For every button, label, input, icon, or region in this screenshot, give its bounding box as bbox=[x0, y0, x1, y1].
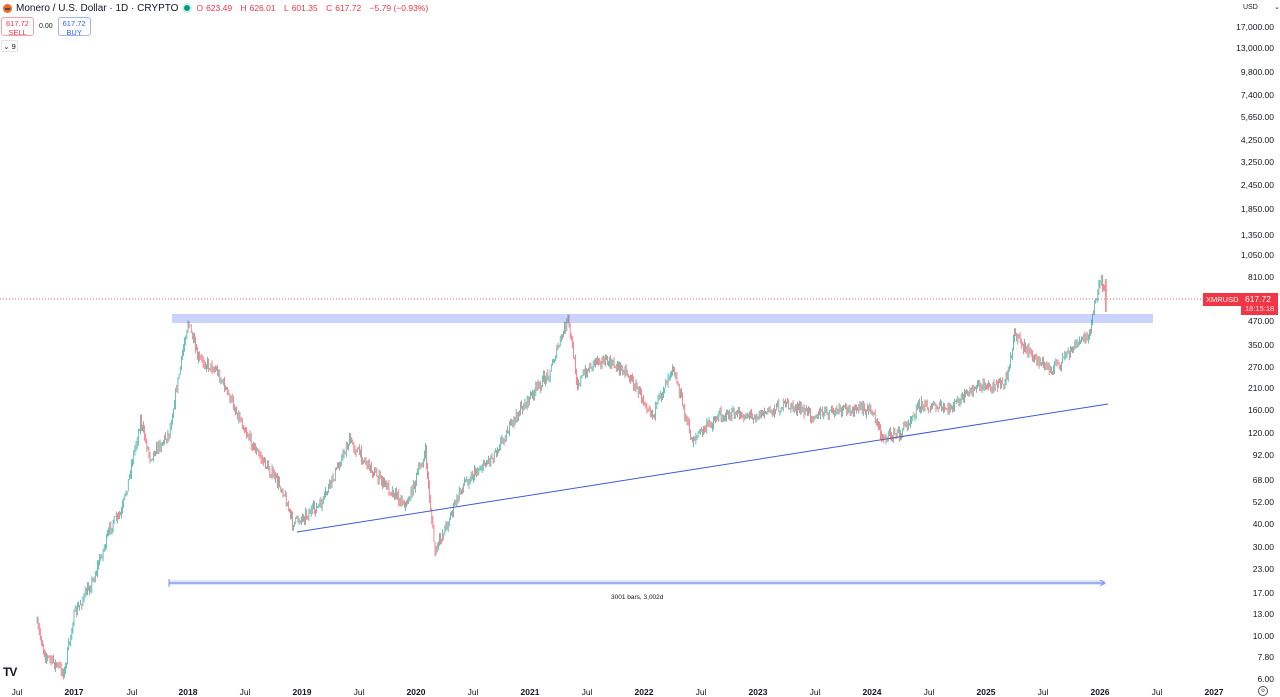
time-tick: Jul bbox=[467, 687, 479, 697]
time-tick: 2024 bbox=[862, 687, 882, 697]
high-value: 626.01 bbox=[249, 3, 276, 13]
time-tick: Jul bbox=[1151, 687, 1163, 697]
buy-button[interactable]: 617.72 BUY bbox=[57, 17, 91, 37]
spread-value: 0.00 bbox=[39, 23, 53, 30]
price-tick: 160.00 bbox=[1248, 405, 1274, 415]
tradingview-logo-icon[interactable]: TV bbox=[3, 665, 17, 679]
time-tick: Jul bbox=[126, 687, 138, 697]
price-tick: 470.00 bbox=[1248, 316, 1274, 326]
price-tick: 5,650.00 bbox=[1240, 112, 1274, 122]
price-tick: 6.00 bbox=[1257, 674, 1274, 684]
market-status-icon bbox=[184, 5, 191, 11]
time-tick: Jul bbox=[581, 687, 593, 697]
price-tick: 9,800.00 bbox=[1240, 67, 1274, 77]
time-tick: 2027 bbox=[1204, 687, 1224, 697]
price-tick: 270.00 bbox=[1248, 362, 1274, 372]
price-tick: 7,400.00 bbox=[1240, 90, 1274, 100]
time-tick: Jul bbox=[353, 687, 365, 697]
time-tick: 2019 bbox=[292, 687, 312, 697]
price-tick: 3,250.00 bbox=[1240, 157, 1274, 167]
currency-dropdown-icon[interactable]: ⌄ bbox=[1274, 4, 1280, 11]
price-tick: 2,450.00 bbox=[1240, 180, 1274, 190]
price-tick: 92.00 bbox=[1252, 450, 1274, 460]
current-price-label: 617.72 18:15:18 bbox=[1241, 293, 1278, 315]
price-tick: 23.00 bbox=[1252, 564, 1274, 574]
price-tick: 17.00 bbox=[1252, 588, 1274, 598]
time-tick: 2021 bbox=[520, 687, 540, 697]
candlestick-series bbox=[36, 274, 1107, 680]
price-tick: 52.00 bbox=[1252, 497, 1274, 507]
price-tick: 210.00 bbox=[1248, 383, 1274, 393]
time-tick: Jul bbox=[695, 687, 707, 697]
price-tick: 13.00 bbox=[1252, 609, 1274, 619]
time-tick: 2023 bbox=[748, 687, 768, 697]
price-tick: 10.00 bbox=[1252, 631, 1274, 641]
time-tick: Jul bbox=[1037, 687, 1049, 697]
ohlc-values: O 623.49 H 626.01 L 601.35 C 617.72 −5.79 (−… bbox=[196, 3, 429, 13]
date-range-arrow-icon bbox=[1099, 579, 1106, 587]
time-tick: 2018 bbox=[178, 687, 198, 697]
monero-coin-icon bbox=[3, 3, 12, 13]
low-value: 601.35 bbox=[291, 3, 318, 13]
sell-button[interactable]: 617.72 SELL bbox=[1, 17, 34, 37]
indicators-toggle-button[interactable]: ⌄ 9 bbox=[1, 40, 18, 52]
time-tick: 2026 bbox=[1090, 687, 1110, 697]
price-tick: 350.00 bbox=[1248, 340, 1274, 350]
time-tick: Jul bbox=[11, 687, 23, 697]
price-scale[interactable]: 17,000.00 13,000.00 9,800.00 7,400.00 5,650.… bbox=[1230, 0, 1280, 696]
time-tick: 2022 bbox=[634, 687, 654, 697]
price-tick: 30.00 bbox=[1252, 542, 1274, 552]
symbol-title[interactable]: Monero / U.S. Dollar · 1D · CRYPTO bbox=[16, 2, 179, 14]
settings-icon[interactable]: ⚙ bbox=[1258, 686, 1268, 696]
bar-countdown: 18:15:18 bbox=[1245, 304, 1275, 313]
time-tick: Jul bbox=[239, 687, 251, 697]
price-tick: 810.00 bbox=[1248, 272, 1274, 282]
open-value: 623.49 bbox=[206, 3, 233, 13]
currency-label[interactable]: USD bbox=[1243, 4, 1258, 11]
chart-header: Monero / U.S. Dollar · 1D · CRYPTO O 623.… bbox=[0, 0, 431, 16]
time-tick: 2020 bbox=[406, 687, 426, 697]
trendline[interactable] bbox=[296, 403, 1109, 533]
close-value: 617.72 bbox=[335, 3, 362, 13]
time-tick: 2025 bbox=[976, 687, 996, 697]
price-tick: 4,250.00 bbox=[1240, 135, 1274, 145]
price-tick: 1,850.00 bbox=[1240, 204, 1274, 214]
time-tick: Jul bbox=[809, 687, 821, 697]
price-tick: 40.00 bbox=[1252, 519, 1274, 529]
symbol-price-label: XMRUSD bbox=[1203, 293, 1242, 306]
trade-buttons: 617.72 SELL 0.00 617.72 BUY bbox=[1, 17, 91, 37]
time-tick: Jul bbox=[923, 687, 935, 697]
price-tick: 1,350.00 bbox=[1240, 230, 1274, 240]
change-value: −5.79 (−0.93%) bbox=[369, 3, 429, 13]
resistance-zone[interactable] bbox=[172, 314, 1153, 323]
date-range-label: 3001 bars, 3,002d bbox=[611, 594, 664, 601]
price-tick: 120.00 bbox=[1248, 428, 1274, 438]
price-chart-canvas[interactable] bbox=[0, 0, 1230, 686]
price-tick: 13,000.00 bbox=[1236, 43, 1274, 53]
price-tick: 1,050.00 bbox=[1240, 250, 1274, 260]
price-tick: 17,000.00 bbox=[1236, 22, 1274, 32]
price-tick: 7.80 bbox=[1257, 652, 1274, 662]
time-tick: 2017 bbox=[64, 687, 84, 697]
price-tick: 68.00 bbox=[1252, 475, 1274, 485]
